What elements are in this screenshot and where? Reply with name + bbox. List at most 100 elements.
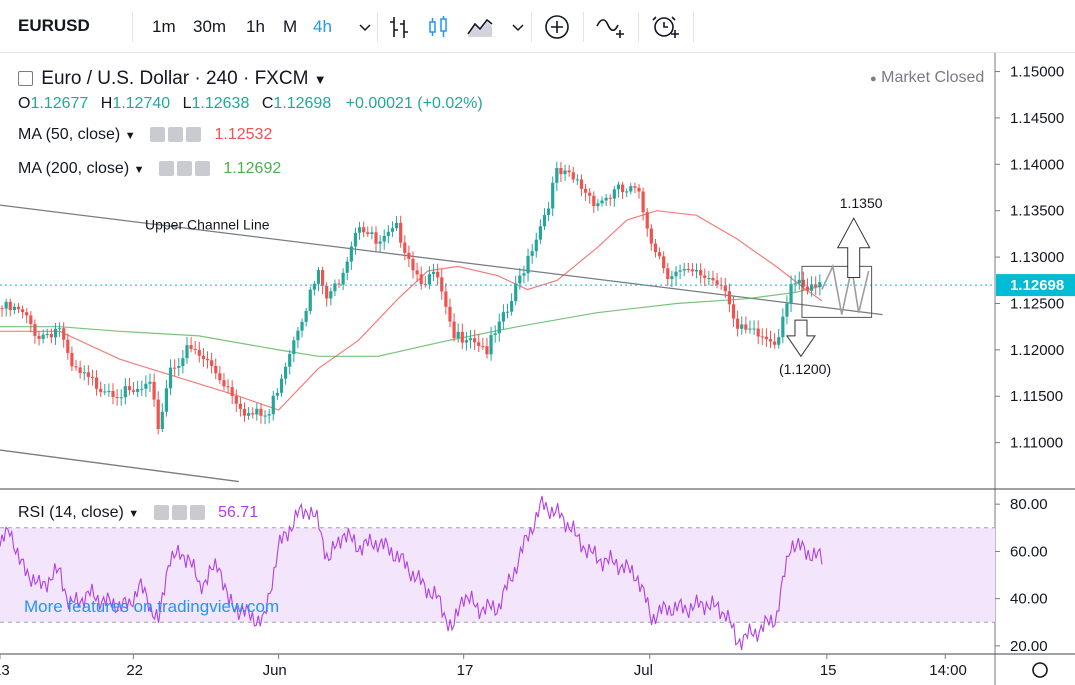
area-chart-icon[interactable] bbox=[465, 12, 495, 42]
chevron-down-icon[interactable]: ▼ bbox=[133, 164, 145, 176]
collapse-icon[interactable] bbox=[18, 71, 33, 87]
down-arrow[interactable] bbox=[786, 319, 816, 358]
candle-up bbox=[316, 270, 321, 284]
eye-icon[interactable] bbox=[150, 127, 166, 143]
lower-channel-line[interactable] bbox=[0, 449, 239, 483]
candle-up bbox=[596, 203, 600, 207]
candle-up bbox=[489, 334, 493, 355]
candle-down bbox=[744, 324, 748, 330]
tradingview-watermark[interactable]: More features on tradingview.com bbox=[24, 597, 280, 616]
last-price-badge bbox=[996, 274, 1075, 297]
candle-up bbox=[275, 392, 279, 396]
interval-30m[interactable]: 30m bbox=[193, 17, 227, 36]
consolidation-box[interactable] bbox=[801, 265, 873, 318]
candle-down bbox=[131, 390, 136, 392]
candle-down bbox=[189, 345, 193, 349]
gear-icon[interactable] bbox=[176, 161, 192, 177]
candle-up bbox=[292, 340, 296, 354]
toolbar-divider bbox=[583, 12, 584, 42]
ma200-label[interactable]: MA (200, close) bbox=[18, 160, 130, 177]
candle-up bbox=[555, 167, 559, 183]
candle-down bbox=[423, 284, 427, 286]
alert-clock-icon[interactable] bbox=[650, 12, 680, 42]
candle-down bbox=[662, 256, 666, 269]
candle-up bbox=[82, 372, 86, 374]
projection-zigzag[interactable] bbox=[821, 263, 870, 315]
candle-down bbox=[399, 222, 403, 243]
interval-1h[interactable]: 1h bbox=[246, 17, 265, 36]
interval-month[interactable]: M bbox=[283, 17, 298, 36]
candle-up bbox=[542, 214, 547, 227]
interval-1m[interactable]: 1m bbox=[152, 17, 176, 36]
candle-up bbox=[4, 301, 8, 309]
price-tick-label: 1.11000 bbox=[1010, 435, 1063, 452]
candle-down bbox=[86, 372, 90, 377]
ma50-line bbox=[0, 210, 823, 411]
candle-up bbox=[304, 310, 308, 322]
candle-down bbox=[773, 341, 777, 345]
rsi-label[interactable]: RSI (14, close) bbox=[18, 504, 124, 521]
candle-up bbox=[345, 261, 349, 273]
candle-down bbox=[633, 186, 637, 188]
candle-down bbox=[222, 380, 226, 387]
candle-up bbox=[604, 197, 608, 201]
symbol-button[interactable]: EURUSD bbox=[18, 16, 90, 35]
chevron-down-icon[interactable] bbox=[350, 12, 380, 42]
ma200-legend: MA (200, close) ▼ 1.12692 bbox=[18, 160, 281, 178]
ma50-value: 1.12532 bbox=[214, 126, 273, 143]
chevron-down-icon[interactable]: ▼ bbox=[128, 508, 140, 520]
time-tick-label: 13 bbox=[0, 662, 10, 679]
ma50-label[interactable]: MA (50, close) bbox=[18, 126, 121, 143]
candle-down bbox=[419, 274, 423, 285]
candle-down bbox=[620, 184, 625, 193]
eye-icon[interactable] bbox=[158, 161, 174, 177]
candle-up bbox=[793, 283, 797, 285]
candle-down bbox=[559, 167, 563, 175]
interval-4h[interactable]: 4h bbox=[313, 17, 332, 36]
candle-down bbox=[477, 342, 481, 347]
high-label: H bbox=[100, 95, 113, 112]
rsi-legend: RSI (14, close) ▼ 56.71 bbox=[18, 504, 258, 522]
candle-up bbox=[818, 282, 822, 288]
gear-icon[interactable] bbox=[171, 505, 187, 521]
time-tick-label: 17 bbox=[457, 662, 474, 679]
close-icon[interactable] bbox=[194, 161, 210, 177]
candle-up bbox=[530, 251, 534, 256]
candle-up bbox=[575, 179, 579, 181]
chevron-down-icon[interactable]: ▼ bbox=[124, 130, 136, 142]
candle-down bbox=[690, 269, 695, 272]
candle-up bbox=[510, 301, 514, 312]
gear-icon[interactable] bbox=[1032, 662, 1048, 678]
close-icon[interactable] bbox=[186, 127, 202, 143]
chevron-down-icon[interactable] bbox=[503, 12, 533, 42]
candle-up bbox=[625, 191, 629, 193]
rsi-tick-label: 80.00 bbox=[1010, 496, 1048, 513]
candle-up bbox=[57, 328, 62, 330]
up-arrow[interactable] bbox=[836, 217, 871, 278]
price-chart[interactable]: 1.15000 1.14500 1.14000 1.13500 1.13000 1.125… bbox=[0, 53, 1075, 685]
candle-down bbox=[152, 381, 156, 400]
chevron-down-icon[interactable]: ▼ bbox=[313, 72, 327, 87]
high-value: 1.12740 bbox=[112, 95, 171, 112]
candle-up bbox=[464, 340, 469, 343]
eye-icon[interactable] bbox=[153, 505, 169, 521]
candle-down bbox=[764, 336, 768, 340]
bar-chart-icon[interactable] bbox=[385, 12, 415, 42]
candle-up bbox=[308, 289, 312, 311]
close-icon[interactable] bbox=[189, 505, 205, 521]
candle-up bbox=[456, 331, 460, 338]
candle-up bbox=[612, 189, 616, 199]
compare-icon[interactable] bbox=[594, 12, 624, 42]
add-indicator-icon[interactable] bbox=[542, 12, 572, 42]
candle-down bbox=[649, 228, 653, 244]
candle-down bbox=[608, 197, 612, 199]
price-tick-label: 1.14500 bbox=[1010, 110, 1064, 127]
candle-down bbox=[94, 377, 99, 389]
candle-down bbox=[29, 315, 33, 325]
gear-icon[interactable] bbox=[168, 127, 184, 143]
upper-channel-line[interactable] bbox=[0, 204, 883, 316]
toolbar-divider bbox=[693, 12, 694, 42]
candles-icon[interactable] bbox=[424, 12, 454, 42]
candle-down bbox=[62, 328, 66, 340]
candle-down bbox=[374, 232, 378, 244]
